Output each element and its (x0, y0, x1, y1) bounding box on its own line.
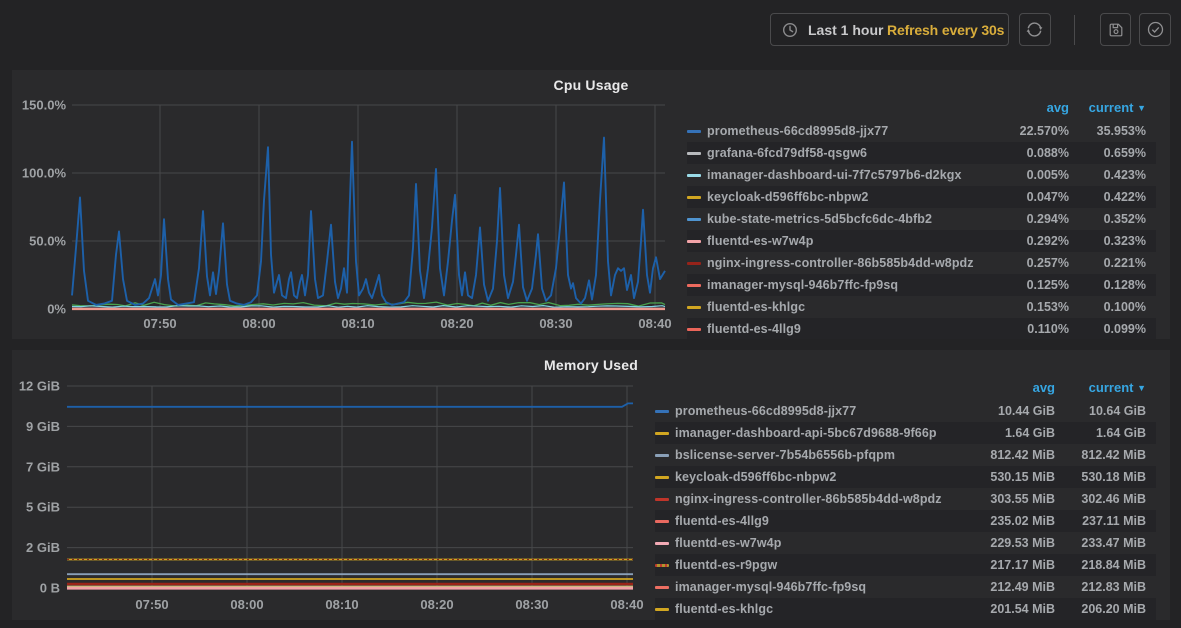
svg-text:08:40: 08:40 (610, 597, 643, 612)
svg-text:07:50: 07:50 (135, 597, 168, 612)
svg-text:07:50: 07:50 (143, 316, 176, 331)
svg-text:2 GiB: 2 GiB (26, 540, 60, 555)
svg-text:08:20: 08:20 (440, 316, 473, 331)
svg-text:08:10: 08:10 (325, 597, 358, 612)
svg-text:08:00: 08:00 (230, 597, 263, 612)
svg-text:08:10: 08:10 (341, 316, 374, 331)
svg-text:08:40: 08:40 (638, 316, 671, 331)
svg-text:0 B: 0 B (40, 581, 60, 596)
svg-text:08:30: 08:30 (515, 597, 548, 612)
svg-text:08:20: 08:20 (420, 597, 453, 612)
svg-text:08:30: 08:30 (539, 316, 572, 331)
svg-text:0%: 0% (47, 302, 66, 317)
svg-text:9 GiB: 9 GiB (26, 419, 60, 434)
svg-text:100.0%: 100.0% (22, 166, 67, 181)
svg-text:150.0%: 150.0% (22, 98, 67, 113)
svg-text:5 GiB: 5 GiB (26, 500, 60, 515)
svg-text:50.0%: 50.0% (29, 234, 66, 249)
svg-text:08:00: 08:00 (242, 316, 275, 331)
svg-text:12 GiB: 12 GiB (19, 379, 60, 394)
svg-text:7 GiB: 7 GiB (26, 459, 60, 474)
